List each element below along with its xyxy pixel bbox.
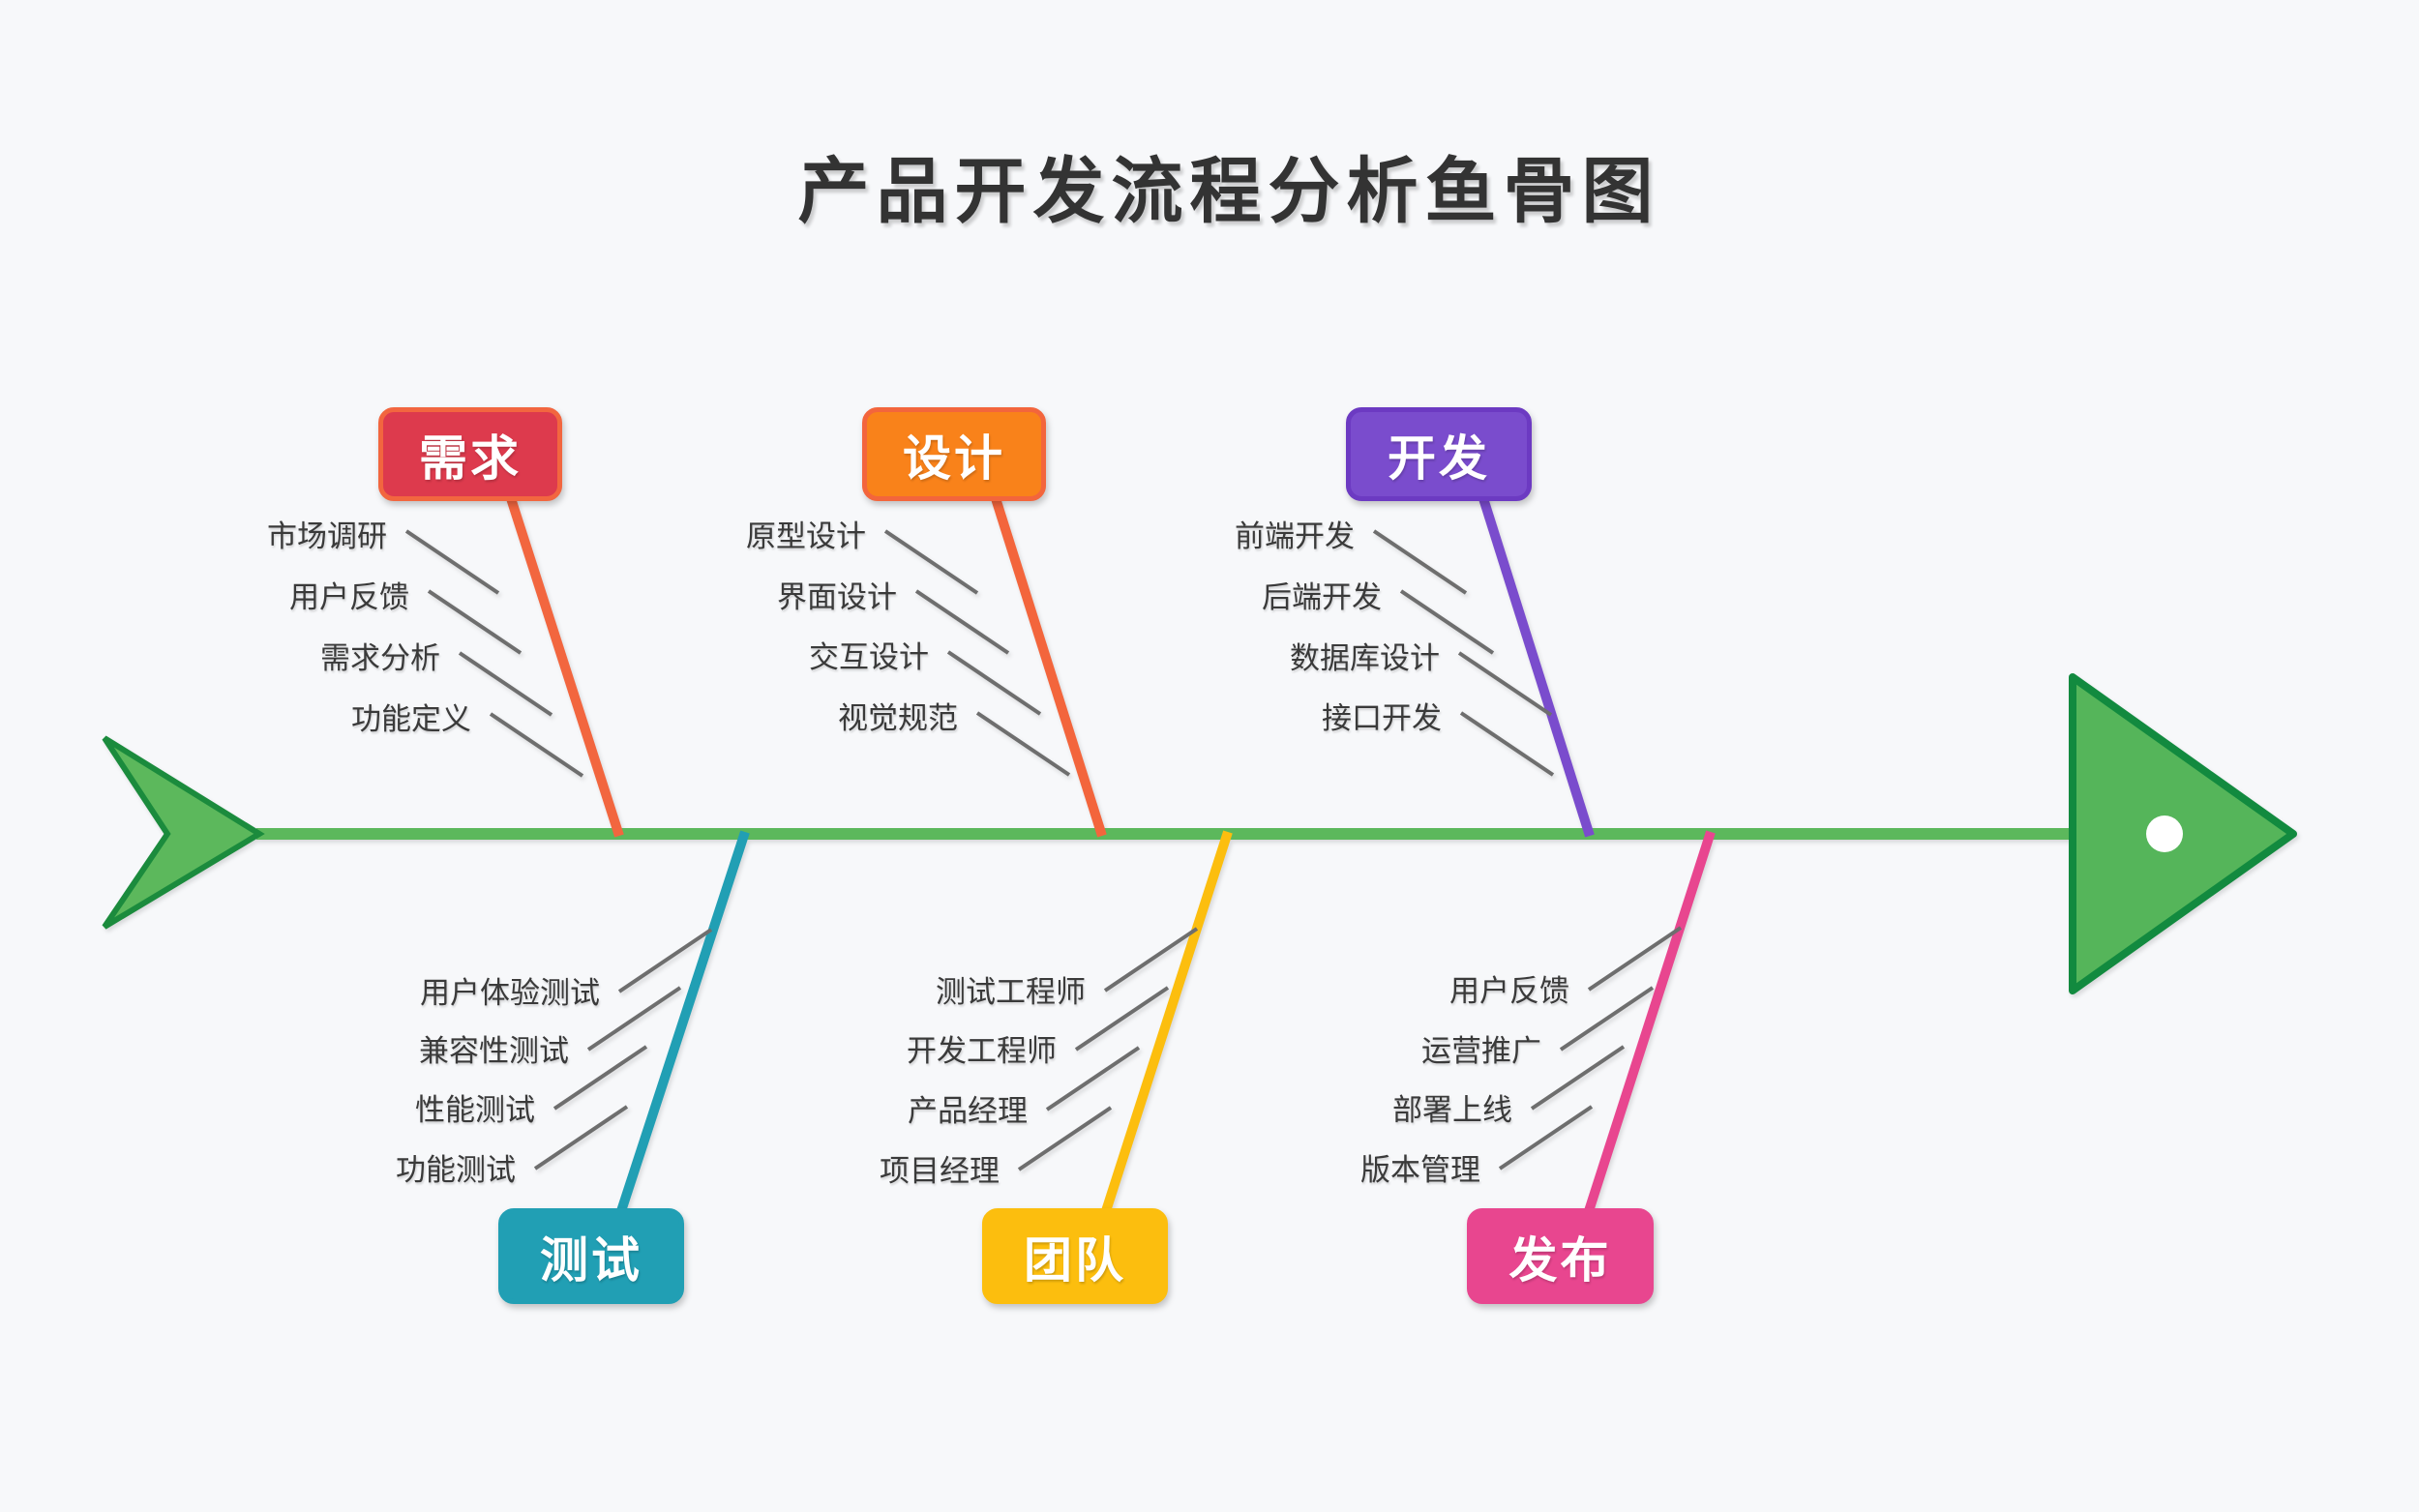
cause-label: 产品经理 [908, 1094, 1028, 1128]
category-box-team: 团队 [982, 1208, 1168, 1304]
cause-label: 后端开发 [1262, 580, 1382, 614]
category-label: 发布 [1508, 1232, 1612, 1288]
cause-tick-line [946, 650, 1042, 716]
branch-line-release [1583, 830, 1716, 1216]
cause-tick-line [1017, 1106, 1113, 1171]
cause-label: 数据库设计 [1290, 641, 1440, 675]
cause-tick-line [1372, 529, 1468, 595]
category-box-design: 设计 [862, 407, 1046, 501]
cause-tick-line [1530, 1045, 1626, 1111]
cause-tick-line [404, 529, 500, 595]
cause-label: 性能测试 [415, 1093, 535, 1127]
branch-line-development [1478, 493, 1595, 838]
cause-label: 开发工程师 [907, 1034, 1057, 1068]
branch-line-team [1100, 830, 1233, 1216]
cause-tick-line [1074, 986, 1170, 1052]
cause-tick-line [489, 712, 584, 778]
category-box-release: 发布 [1467, 1208, 1654, 1304]
cause-tick-line [427, 589, 523, 655]
category-label: 设计 [903, 430, 1005, 486]
cause-tick-line [586, 986, 682, 1052]
cause-label: 项目经理 [880, 1154, 1000, 1188]
cause-label: 前端开发 [1235, 519, 1355, 553]
cause-tick-line [1459, 711, 1555, 777]
cause-label: 视觉规范 [838, 701, 958, 735]
cause-label: 市场调研 [267, 519, 387, 553]
cause-label: 兼容性测试 [419, 1034, 569, 1068]
cause-label: 用户体验测试 [420, 976, 600, 1010]
cause-tick-line [458, 651, 553, 717]
cause-label: 需求分析 [320, 641, 440, 675]
category-box-testing: 测试 [498, 1208, 684, 1304]
category-label: 测试 [540, 1232, 642, 1288]
cause-label: 用户反馈 [1449, 974, 1569, 1008]
cause-label: 运营推广 [1421, 1034, 1541, 1068]
cause-tick-line [1457, 651, 1553, 717]
fish-tail-shape [102, 735, 265, 930]
category-box-development: 开发 [1346, 407, 1532, 501]
branch-line-requirements [505, 493, 624, 838]
cause-label: 测试工程师 [936, 975, 1086, 1009]
cause-tick-line [533, 1105, 629, 1171]
category-label: 团队 [1024, 1232, 1126, 1288]
cause-tick-line [1399, 589, 1495, 655]
category-box-requirements: 需求 [378, 407, 562, 501]
cause-label: 部署上线 [1392, 1093, 1512, 1127]
page-title: 产品开发流程分析鱼骨图 [797, 151, 1660, 231]
cause-label: 版本管理 [1360, 1153, 1480, 1187]
branch-line-design [990, 493, 1107, 838]
cause-label: 用户反馈 [289, 580, 409, 614]
cause-label: 功能测试 [396, 1153, 516, 1187]
cause-label: 功能定义 [351, 702, 471, 736]
branch-line-testing [615, 830, 750, 1216]
cause-label: 界面设计 [777, 580, 897, 614]
cause-tick-line [1498, 1105, 1594, 1171]
cause-tick-line [975, 711, 1071, 777]
cause-tick-line [1045, 1046, 1141, 1112]
category-label: 需求 [419, 430, 522, 486]
cause-label: 接口开发 [1322, 701, 1442, 735]
cause-tick-line [883, 529, 979, 595]
cause-tick-line [1103, 927, 1199, 993]
cause-tick-line [1587, 926, 1683, 992]
category-label: 开发 [1388, 430, 1490, 486]
fish-eye-icon [2146, 815, 2183, 852]
cause-label: 原型设计 [746, 519, 866, 553]
cause-tick-line [1559, 986, 1655, 1052]
cause-tick-line [914, 589, 1010, 655]
cause-tick-line [552, 1045, 648, 1111]
cause-label: 交互设计 [809, 640, 929, 674]
cause-tick-line [617, 928, 713, 993]
